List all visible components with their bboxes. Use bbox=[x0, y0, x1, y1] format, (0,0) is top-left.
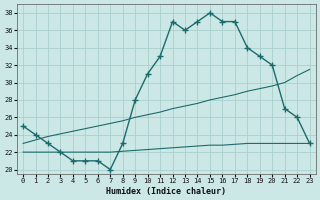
X-axis label: Humidex (Indice chaleur): Humidex (Indice chaleur) bbox=[106, 187, 226, 196]
